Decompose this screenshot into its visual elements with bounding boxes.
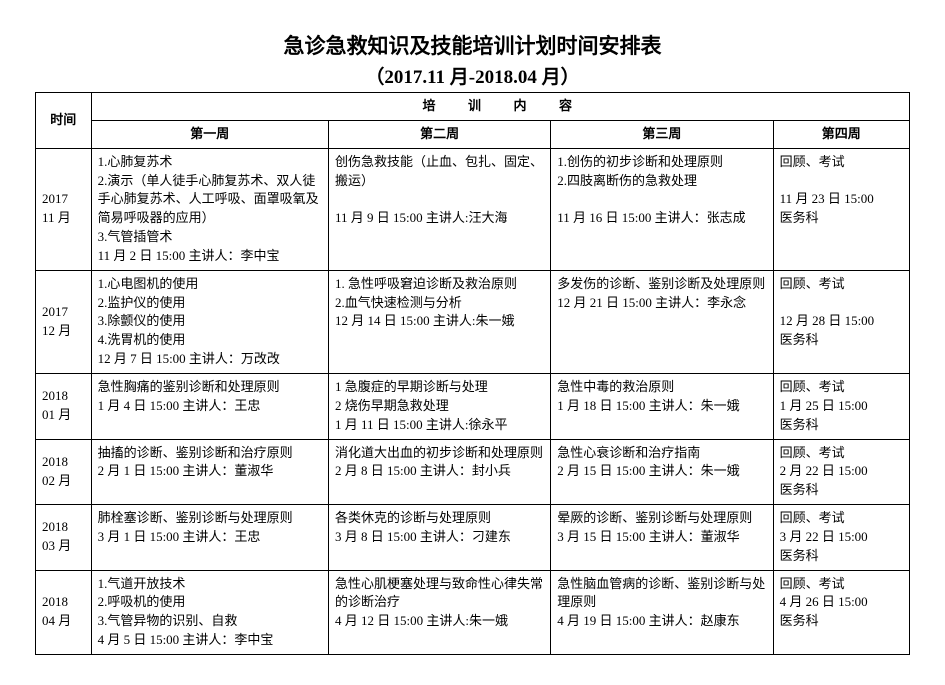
header-time: 时间 [36,93,92,149]
cell-week1: 1.气道开放技术2.呼吸机的使用3.气管异物的识别、自救4 月 5 日 15:0… [91,570,328,654]
page-subtitle: （2017.11 月-2018.04 月） [35,62,910,89]
cell-week4: 回顾、考试4 月 26 日 15:00医务科 [773,570,909,654]
table-row: 201802 月 抽搐的诊断、鉴别诊断和治疗原则2 月 1 日 15:00 主讲… [36,439,910,505]
cell-week3: 急性心衰诊断和治疗指南2 月 15 日 15:00 主讲人：朱一娥 [551,439,773,505]
cell-week3: 晕厥的诊断、鉴别诊断与处理原则3 月 15 日 15:00 主讲人：董淑华 [551,505,773,571]
cell-week1: 1.心电图机的使用2.监护仪的使用3.除颤仪的使用4.洗胃机的使用12 月 7 … [91,270,328,373]
cell-week4: 回顾、考试1 月 25 日 15:00医务科 [773,373,909,439]
schedule-body: 201711 月 1.心肺复苏术2.演示（单人徒手心肺复苏术、双人徒手心肺复苏术… [36,148,910,654]
table-row: 201711 月 1.心肺复苏术2.演示（单人徒手心肺复苏术、双人徒手心肺复苏术… [36,148,910,270]
header-week4: 第四周 [773,120,909,148]
cell-week3: 急性脑血管病的诊断、鉴别诊断与处理原则4 月 19 日 15:00 主讲人：赵康… [551,570,773,654]
table-row: 201712 月 1.心电图机的使用2.监护仪的使用3.除颤仪的使用4.洗胃机的… [36,270,910,373]
header-week2: 第二周 [329,120,551,148]
header-week1: 第一周 [91,120,328,148]
schedule-table: 时间 培训内容 第一周 第二周 第三周 第四周 201711 月 1.心肺复苏术… [35,92,910,655]
cell-week2: 急性心肌梗塞处理与致命性心律失常的诊断治疗4 月 12 日 15:00 主讲人:… [329,570,551,654]
cell-week2: 各类休克的诊断与处理原则3 月 8 日 15:00 主讲人：刁建东 [329,505,551,571]
cell-week1: 抽搐的诊断、鉴别诊断和治疗原则2 月 1 日 15:00 主讲人：董淑华 [91,439,328,505]
cell-week2: 消化道大出血的初步诊断和处理原则2 月 8 日 15:00 主讲人：封小兵 [329,439,551,505]
table-row: 201804 月 1.气道开放技术2.呼吸机的使用3.气管异物的识别、自救4 月… [36,570,910,654]
cell-week1: 肺栓塞诊断、鉴别诊断与处理原则3 月 1 日 15:00 主讲人：王忠 [91,505,328,571]
header-content: 培训内容 [91,93,909,121]
cell-week2: 1. 急性呼吸窘迫诊断及救治原则2.血气快速检测与分析12 月 14 日 15:… [329,270,551,373]
table-row: 201803 月 肺栓塞诊断、鉴别诊断与处理原则3 月 1 日 15:00 主讲… [36,505,910,571]
cell-week4: 回顾、考试12 月 28 日 15:00医务科 [773,270,909,373]
page-title: 急诊急救知识及技能培训计划时间安排表 [35,30,910,60]
cell-week3: 急性中毒的救治原则1 月 18 日 15:00 主讲人：朱一娥 [551,373,773,439]
cell-week3: 多发伤的诊断、鉴别诊断及处理原则12 月 21 日 15:00 主讲人：李永念 [551,270,773,373]
cell-time: 201712 月 [36,270,92,373]
cell-week3: 1.创伤的初步诊断和处理原则2.四肢离断伤的急救处理11 月 16 日 15:0… [551,148,773,270]
cell-week4: 回顾、考试11 月 23 日 15:00医务科 [773,148,909,270]
cell-week4: 回顾、考试2 月 22 日 15:00医务科 [773,439,909,505]
cell-time: 201711 月 [36,148,92,270]
header-week3: 第三周 [551,120,773,148]
table-row: 201801 月 急性胸痛的鉴别诊断和处理原则1 月 4 日 15:00 主讲人… [36,373,910,439]
cell-time: 201804 月 [36,570,92,654]
cell-time: 201802 月 [36,439,92,505]
cell-time: 201803 月 [36,505,92,571]
cell-week4: 回顾、考试3 月 22 日 15:00医务科 [773,505,909,571]
cell-week2: 1 急腹症的早期诊断与处理2 烧伤早期急救处理1 月 11 日 15:00 主讲… [329,373,551,439]
cell-week1: 1.心肺复苏术2.演示（单人徒手心肺复苏术、双人徒手心肺复苏术、人工呼吸、面罩吸… [91,148,328,270]
cell-time: 201801 月 [36,373,92,439]
cell-week1: 急性胸痛的鉴别诊断和处理原则1 月 4 日 15:00 主讲人：王忠 [91,373,328,439]
cell-week2: 创伤急救技能（止血、包扎、固定、搬运）11 月 9 日 15:00 主讲人:汪大… [329,148,551,270]
